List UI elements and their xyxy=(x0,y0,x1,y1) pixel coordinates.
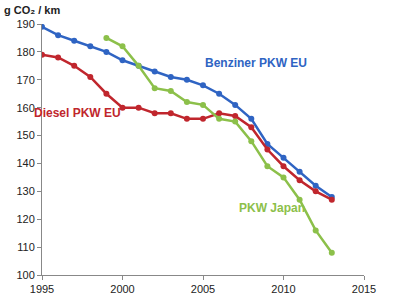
svg-text:170: 170 xyxy=(16,74,34,86)
svg-text:Benziner PKW EU: Benziner PKW EU xyxy=(205,56,307,70)
svg-text:2015: 2015 xyxy=(352,283,376,295)
svg-text:140: 140 xyxy=(16,157,34,169)
svg-text:190: 190 xyxy=(16,18,34,30)
svg-text:110: 110 xyxy=(17,241,35,253)
svg-text:160: 160 xyxy=(16,102,34,114)
svg-text:180: 180 xyxy=(16,46,34,58)
svg-text:2005: 2005 xyxy=(191,283,215,295)
svg-text:100: 100 xyxy=(16,269,34,281)
svg-text:2000: 2000 xyxy=(110,283,134,295)
svg-text:2010: 2010 xyxy=(271,283,295,295)
svg-text:130: 130 xyxy=(16,185,34,197)
svg-text:1995: 1995 xyxy=(30,283,54,295)
svg-text:120: 120 xyxy=(16,213,34,225)
svg-text:Diesel PKW EU: Diesel PKW EU xyxy=(34,106,121,120)
svg-text:PKW Japan: PKW Japan xyxy=(239,201,305,215)
svg-text:150: 150 xyxy=(16,129,34,141)
svg-text:g CO₂ / km: g CO₂ / km xyxy=(4,4,60,16)
